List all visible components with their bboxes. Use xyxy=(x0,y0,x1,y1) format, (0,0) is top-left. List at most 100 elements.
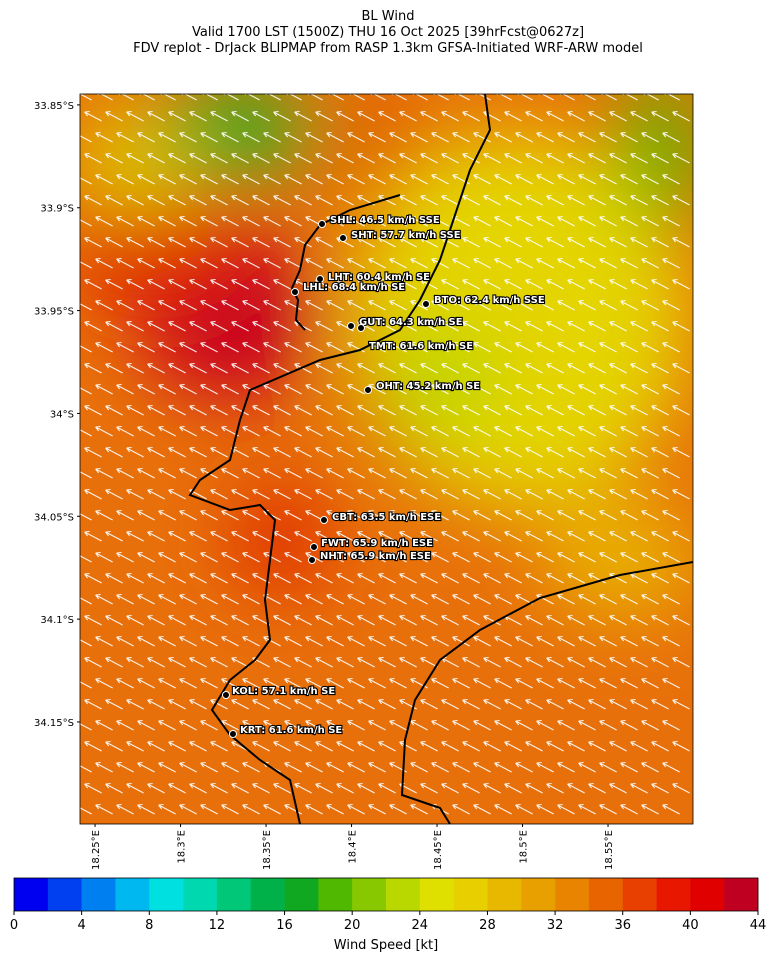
wind-arrow xyxy=(588,404,606,416)
wind-arrow xyxy=(410,593,428,605)
wind-arrow xyxy=(347,509,365,521)
wind-arrow xyxy=(609,446,627,458)
wind-arrow xyxy=(84,740,102,752)
wind-arrow xyxy=(294,572,312,584)
wind-arrow xyxy=(347,467,365,479)
wind-arrow xyxy=(252,614,270,626)
wind-arrow xyxy=(483,614,501,626)
wind-arrow xyxy=(336,194,354,206)
wind-arrow xyxy=(105,698,123,710)
wind-arrow xyxy=(420,320,438,332)
wind-arrow xyxy=(168,110,186,122)
wind-arrow xyxy=(662,215,680,227)
wind-arrow xyxy=(105,614,123,626)
wind-arrow xyxy=(84,614,102,626)
wind-arrow xyxy=(651,656,669,668)
wind-arrow xyxy=(620,551,638,563)
wind-arrow xyxy=(179,761,197,773)
wind-arrow xyxy=(651,698,669,710)
wind-arrow xyxy=(231,656,249,668)
wind-arrow xyxy=(515,425,533,437)
wind-arrow xyxy=(609,110,627,122)
wind-arrow xyxy=(242,593,260,605)
wind-arrow xyxy=(494,761,512,773)
wind-arrow xyxy=(536,803,554,815)
wind-arrow xyxy=(641,635,659,647)
station-marker xyxy=(347,322,355,330)
wind-arrow xyxy=(221,173,239,185)
wind-arrow xyxy=(662,425,680,437)
wind-arrow xyxy=(672,236,690,248)
wind-arrow xyxy=(567,110,585,122)
wind-arrow xyxy=(80,261,92,269)
wind-arrow xyxy=(315,446,333,458)
wind-arrow xyxy=(494,551,512,563)
wind-arrow xyxy=(389,719,407,731)
wind-arrow xyxy=(473,593,491,605)
wind-arrow xyxy=(462,404,480,416)
wind-arrow xyxy=(515,761,533,773)
wind-arrow xyxy=(473,215,491,227)
wind-arrow xyxy=(578,299,596,311)
wind-arrow xyxy=(200,677,218,689)
wind-arrow xyxy=(483,572,501,584)
wind-arrow xyxy=(242,299,260,311)
wind-arrow xyxy=(84,362,102,374)
wind-arrow xyxy=(399,530,417,542)
wind-arrow xyxy=(105,782,123,794)
wind-arrow xyxy=(221,593,239,605)
wind-arrow xyxy=(326,551,344,563)
wind-arrow xyxy=(557,215,575,227)
wind-arrows xyxy=(80,94,690,815)
wind-arrow xyxy=(95,467,113,479)
wind-arrow xyxy=(441,572,459,584)
wind-arrow xyxy=(315,152,333,164)
wind-arrow xyxy=(557,593,575,605)
wind-arrow xyxy=(483,404,501,416)
wind-arrow xyxy=(420,488,438,500)
wind-arrow xyxy=(189,698,207,710)
wind-arrow xyxy=(210,278,228,290)
wind-arrow xyxy=(578,635,596,647)
wind-arrow xyxy=(473,467,491,479)
wind-arrow xyxy=(210,698,228,710)
colorbar-segment xyxy=(724,878,759,911)
wind-arrow xyxy=(599,173,617,185)
wind-arrow xyxy=(252,530,270,542)
wind-arrow xyxy=(420,446,438,458)
wind-arrow xyxy=(137,341,155,353)
wind-arrow xyxy=(368,173,386,185)
wind-arrow xyxy=(567,782,585,794)
wind-arrow xyxy=(294,740,312,752)
wind-arrow xyxy=(662,299,680,311)
wind-arrow xyxy=(462,530,480,542)
wind-arrow xyxy=(126,614,144,626)
wind-arrow xyxy=(231,236,249,248)
wind-arrow xyxy=(452,677,470,689)
wind-arrow xyxy=(200,509,218,521)
wind-arrow xyxy=(567,572,585,584)
wind-arrow xyxy=(231,110,249,122)
wind-arrow xyxy=(378,740,396,752)
wind-arrow xyxy=(473,341,491,353)
wind-arrow xyxy=(599,215,617,227)
wind-arrow xyxy=(168,572,186,584)
wind-arrow xyxy=(242,467,260,479)
wind-arrow xyxy=(578,173,596,185)
wind-arrow xyxy=(662,131,680,143)
wind-arrow xyxy=(599,677,617,689)
wind-arrow xyxy=(305,593,323,605)
wind-arrow xyxy=(462,152,480,164)
wind-arrow xyxy=(389,509,407,521)
wind-arrow xyxy=(273,320,291,332)
wind-arrow xyxy=(515,131,533,143)
wind-arrow xyxy=(210,572,228,584)
wind-arrow xyxy=(189,236,207,248)
wind-arrow xyxy=(473,173,491,185)
wind-arrow xyxy=(651,320,669,332)
wind-arrow xyxy=(599,425,617,437)
wind-arrow xyxy=(462,362,480,374)
wind-arrow xyxy=(546,530,564,542)
wind-arrow xyxy=(95,803,113,815)
wind-arrow xyxy=(462,614,480,626)
